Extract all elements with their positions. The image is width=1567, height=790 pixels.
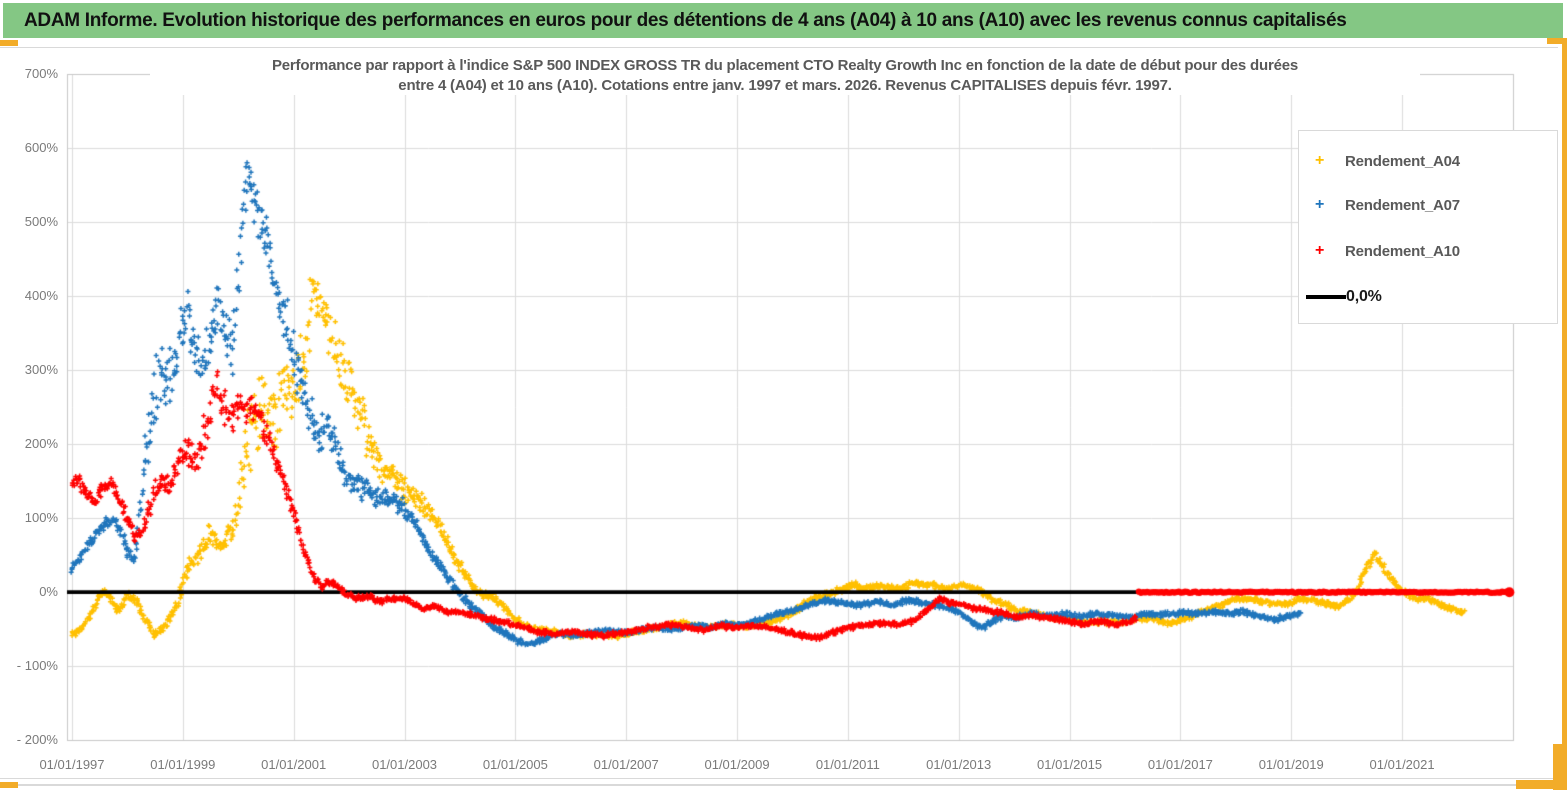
legend-label: 0,0% [1346,288,1382,305]
sheet-accent-corner-handle-horizontal [1516,780,1562,789]
y-tick-label: 100% [24,510,58,526]
y-tick-label: - 100% [16,658,58,674]
y-tick-label: 700% [24,66,58,82]
y-tick-label: 500% [24,214,58,230]
report-header-bar: ADAM Informe. Evolution historique des p… [3,3,1563,38]
chart-title-line2: entre 4 (A04) et 10 ans (A10). Cotations… [398,76,1172,94]
chart-area-bottom-border [0,778,1558,779]
sheet-accent-corner-handle-vertical [1553,744,1562,790]
x-tick-label: 01/01/2009 [704,757,770,772]
x-tick-label: 01/01/1999 [150,757,216,772]
plus-marker-icon: + [1315,196,1325,213]
legend-item-rendement-a04[interactable]: + Rendement_A04 [1299,147,1557,175]
sheet-accent-notch-top-right [1547,38,1564,44]
x-tick-label: 01/01/1997 [39,757,105,772]
y-tick-label: 0% [39,584,58,600]
chart-area-bottom-strip [18,784,1518,786]
legend-item-rendement-a10[interactable]: + Rendement_A10 [1299,237,1557,265]
plus-marker-icon: + [1315,242,1325,259]
x-tick-label: 01/01/2021 [1369,757,1435,772]
x-tick-label: 01/01/2011 [815,757,880,772]
chart-legend[interactable]: + Rendement_A04 + Rendement_A07 + Rendem… [1298,130,1558,324]
y-tick-label: 400% [24,288,58,304]
legend-label: Rendement_A07 [1345,196,1460,214]
chart-area-top-border [0,47,1558,48]
legend-item-zero-line[interactable]: 0,0% [1299,283,1557,311]
x-tick-label: 01/01/2013 [926,757,992,772]
legend-label: Rendement_A10 [1345,242,1460,260]
zero-line-icon [1306,295,1346,299]
report-header-title: ADAM Informe. Evolution historique des p… [24,9,1347,31]
x-tick-label: 01/01/2007 [593,757,659,772]
x-tick-label: 01/01/2015 [1037,757,1103,772]
x-tick-label: 01/01/2019 [1258,757,1324,772]
sheet-accent-right-border [1562,38,1567,790]
y-tick-label: 600% [24,140,58,156]
x-tick-label: 01/01/2001 [261,757,327,772]
x-tick-label: 01/01/2003 [371,757,438,772]
y-tick-label: - 200% [16,732,58,748]
legend-label: Rendement_A04 [1345,152,1460,170]
y-tick-label: 200% [24,436,58,452]
legend-item-rendement-a07[interactable]: + Rendement_A07 [1299,191,1557,219]
y-tick-label: 300% [24,362,58,378]
x-tick-label: 01/01/2005 [482,757,548,772]
sheet-accent-dash-top-left [0,40,18,46]
plus-marker-icon: + [1315,152,1325,169]
sheet-accent-dash-bottom-left [0,782,18,788]
chart-title: Performance par rapport à l'indice S&P 5… [150,56,1420,95]
chart-title-line1: Performance par rapport à l'indice S&P 5… [271,57,1299,74]
x-tick-label: 01/01/2017 [1147,757,1213,772]
